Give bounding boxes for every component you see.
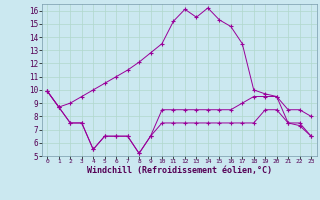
X-axis label: Windchill (Refroidissement éolien,°C): Windchill (Refroidissement éolien,°C) bbox=[87, 166, 272, 175]
